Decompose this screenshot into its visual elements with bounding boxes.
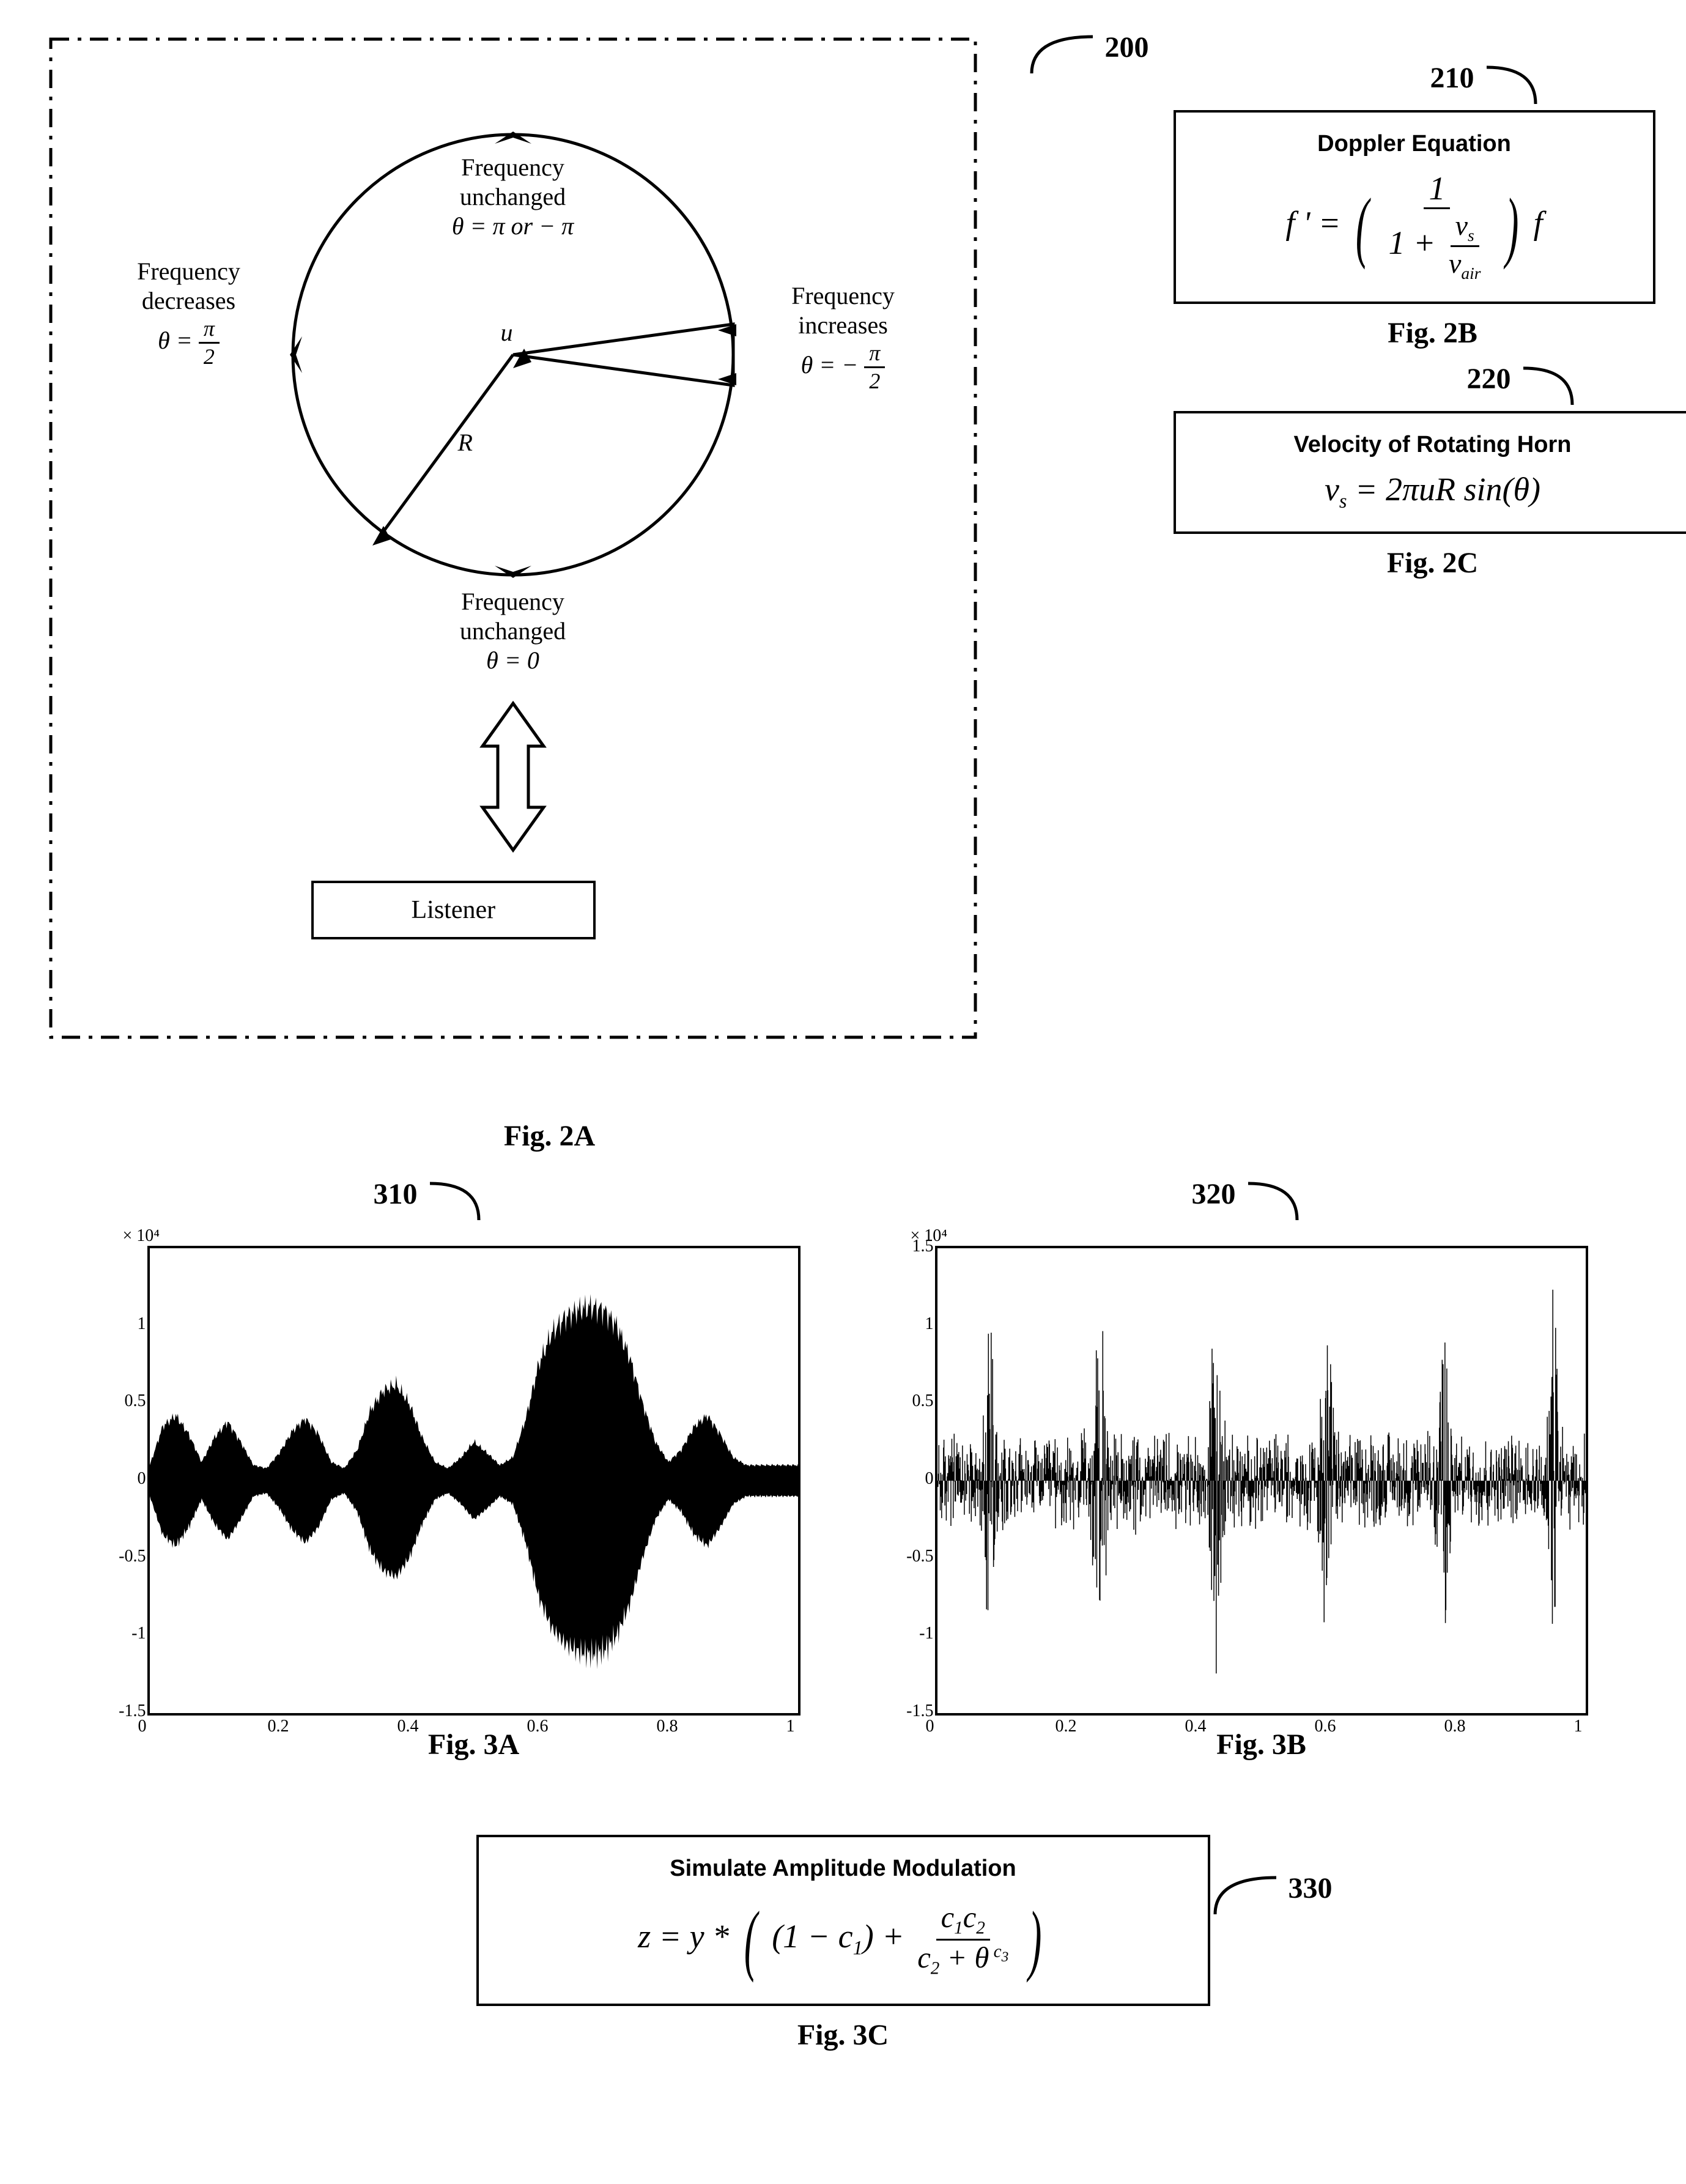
fig-2b-label: Fig. 2B [1174, 316, 1686, 350]
freq-left-eq: θ = π2 [158, 327, 220, 354]
waveform-3b [937, 1248, 1586, 1713]
amplitude-title: Simulate Amplitude Modulation [503, 1856, 1183, 1882]
freq-left: Frequencydecreases θ = π2 [97, 257, 281, 370]
doppler-equation: f ' = ( 1 1 + vs vair [1285, 169, 1542, 283]
fig-3a-label: Fig. 3A [147, 1728, 800, 1761]
fig-2b-block: 210 Doppler Equation f ' = ( 1 1 + [1174, 110, 1686, 350]
fig-2a-block: u R Frequencyunchanged θ = π or − π Freq… [48, 37, 1051, 1153]
velocity-title: Velocity of Rotating Horn [1200, 432, 1665, 458]
waveform-3a [150, 1248, 798, 1713]
freq-bottom-text: Frequencyunchanged [460, 588, 566, 645]
fig-2a-panel: u R Frequencyunchanged θ = π or − π Freq… [48, 37, 1051, 1107]
ref-330: 330 [1209, 1871, 1333, 1920]
freq-top-text: Frequencyunchanged [460, 154, 566, 210]
freq-right: Frequencyincreases θ = − π2 [745, 281, 941, 394]
listener-box: Listener [311, 881, 596, 939]
freq-top-eq: θ = π or − π [452, 212, 574, 240]
fig-3c-label: Fig. 3C [476, 2018, 1210, 2052]
freq-left-text: Frequencydecreases [137, 257, 240, 314]
ref-200: 200 [1026, 31, 1149, 80]
ref-220: 220 [1467, 362, 1578, 411]
center-label: u [501, 318, 513, 347]
fig-2c-block: 220 Velocity of Rotating Horn vs = 2πuR … [1174, 411, 1686, 580]
doppler-title: Doppler Equation [1200, 131, 1629, 157]
freq-top: Frequencyunchanged θ = π or − π [391, 153, 635, 241]
fig-3a-block: 310 × 10⁴ -1.5-1-0.500.51 00.20.40.60.81… [98, 1226, 800, 1761]
ref-310: 310 [374, 1177, 485, 1226]
ref-320: 320 [1192, 1177, 1303, 1226]
doppler-box: Doppler Equation f ' = ( 1 1 + vs vair [1174, 110, 1655, 304]
fig-2c-label: Fig. 2C [1174, 546, 1686, 580]
chart-3b [935, 1246, 1588, 1716]
velocity-equation: vs = 2πuR sin(θ) [1325, 470, 1540, 513]
amplitude-box: Simulate Amplitude Modulation z = y * ( … [476, 1835, 1210, 2006]
freq-right-eq: θ = − π2 [801, 351, 886, 379]
amplitude-equation: z = y * ( (1 − c1) + c1c2 c2 + θ c3 ) [638, 1894, 1048, 1985]
fig-2a-label: Fig. 2A [48, 1119, 1051, 1153]
freq-bottom: Frequencyunchanged θ = 0 [403, 587, 623, 675]
freq-right-text: Frequencyincreases [791, 282, 895, 339]
chart-3a [147, 1246, 800, 1716]
freq-bottom-eq: θ = 0 [486, 646, 539, 674]
chart-3b-scale: × 10⁴ [911, 1226, 1588, 1246]
chart-3a-scale: × 10⁴ [123, 1226, 800, 1246]
listener-arrow-icon [470, 697, 556, 856]
ref-210: 210 [1430, 61, 1542, 110]
radius-label: R [458, 428, 473, 457]
fig-3b-block: 320 × 10⁴ -1.5-1-0.500.511.5 00.20.40.60… [886, 1226, 1588, 1761]
velocity-box: Velocity of Rotating Horn vs = 2πuR sin(… [1174, 411, 1686, 534]
fig-3b-label: Fig. 3B [935, 1728, 1588, 1761]
fig-3c-block: Simulate Amplitude Modulation z = y * ( … [476, 1835, 1210, 2052]
